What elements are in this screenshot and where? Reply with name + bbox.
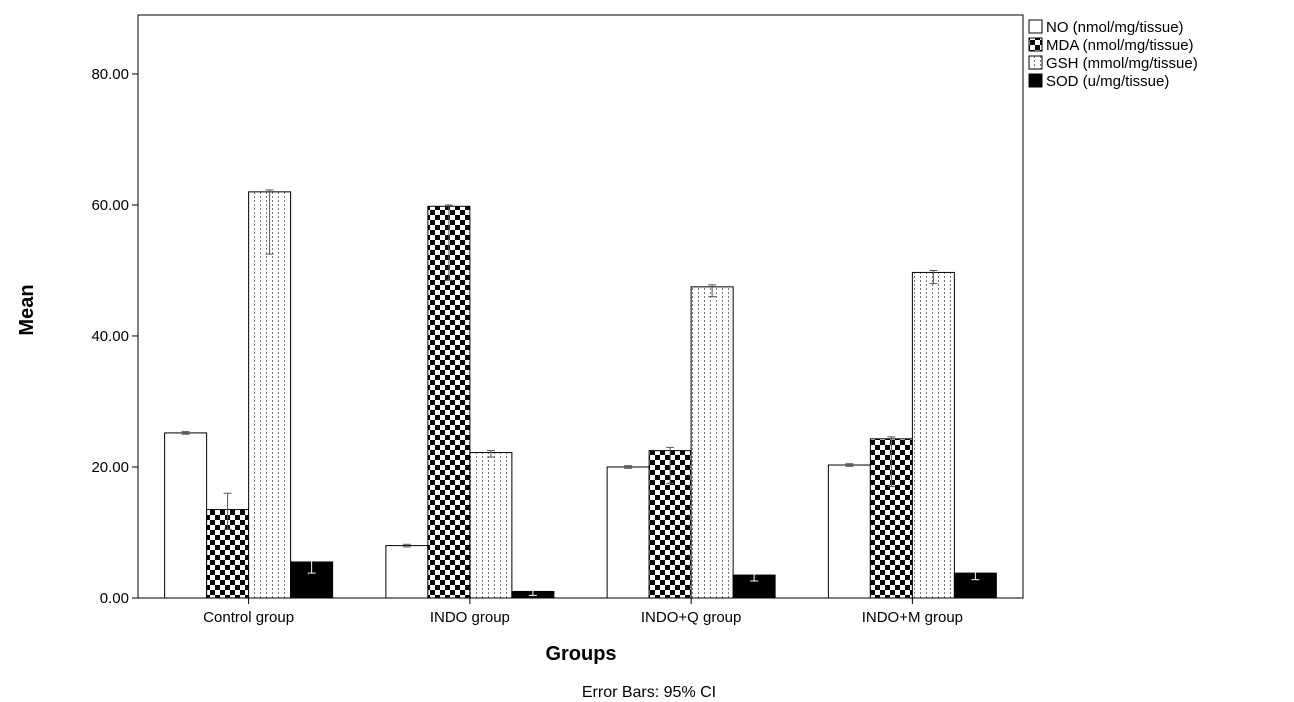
x-tick-label: Control group	[203, 609, 294, 626]
x-tick-label: INDO+Q group	[641, 609, 741, 626]
footnote: Error Bars: 95% CI	[582, 684, 716, 701]
legend-swatch	[1028, 73, 1043, 88]
bar	[911, 271, 955, 599]
bar	[827, 464, 871, 599]
y-axis: 0.00 20.00 40.00 60.00 80.00	[91, 66, 138, 607]
y-tick-label: 40.00	[91, 328, 129, 345]
legend-label: GSH (mmol/mg/tissue)	[1046, 55, 1198, 72]
x-axis: Control group INDO group INDO+Q group INDO+…	[203, 598, 963, 626]
legend-label: MDA (nmol/mg/tissue)	[1046, 37, 1194, 54]
y-axis-title: Mean	[16, 284, 38, 335]
y-tick-label: 60.00	[91, 197, 129, 214]
bar	[690, 286, 734, 599]
legend: NO (nmol/mg/tissue)MDA (nmol/mg/tissue)G…	[1028, 19, 1198, 90]
bar	[164, 432, 208, 599]
bars-group	[164, 191, 997, 599]
legend-swatch	[1028, 55, 1043, 70]
x-tick-label: INDO group	[430, 609, 510, 626]
bar	[290, 561, 334, 599]
y-tick-label: 20.00	[91, 459, 129, 476]
legend-swatch	[1028, 19, 1043, 34]
y-tick-label: 0.00	[100, 590, 129, 607]
x-tick-label: INDO+M group	[862, 609, 963, 626]
legend-label: SOD (u/mg/tissue)	[1046, 73, 1169, 90]
bar	[385, 545, 429, 599]
error-bars-group	[181, 189, 980, 596]
bar	[469, 452, 513, 599]
bar	[606, 466, 650, 599]
x-axis-title: Groups	[545, 643, 616, 665]
bar	[248, 191, 292, 599]
legend-swatch	[1028, 37, 1043, 52]
y-tick-label: 80.00	[91, 66, 129, 83]
legend-label: NO (nmol/mg/tissue)	[1046, 19, 1184, 36]
